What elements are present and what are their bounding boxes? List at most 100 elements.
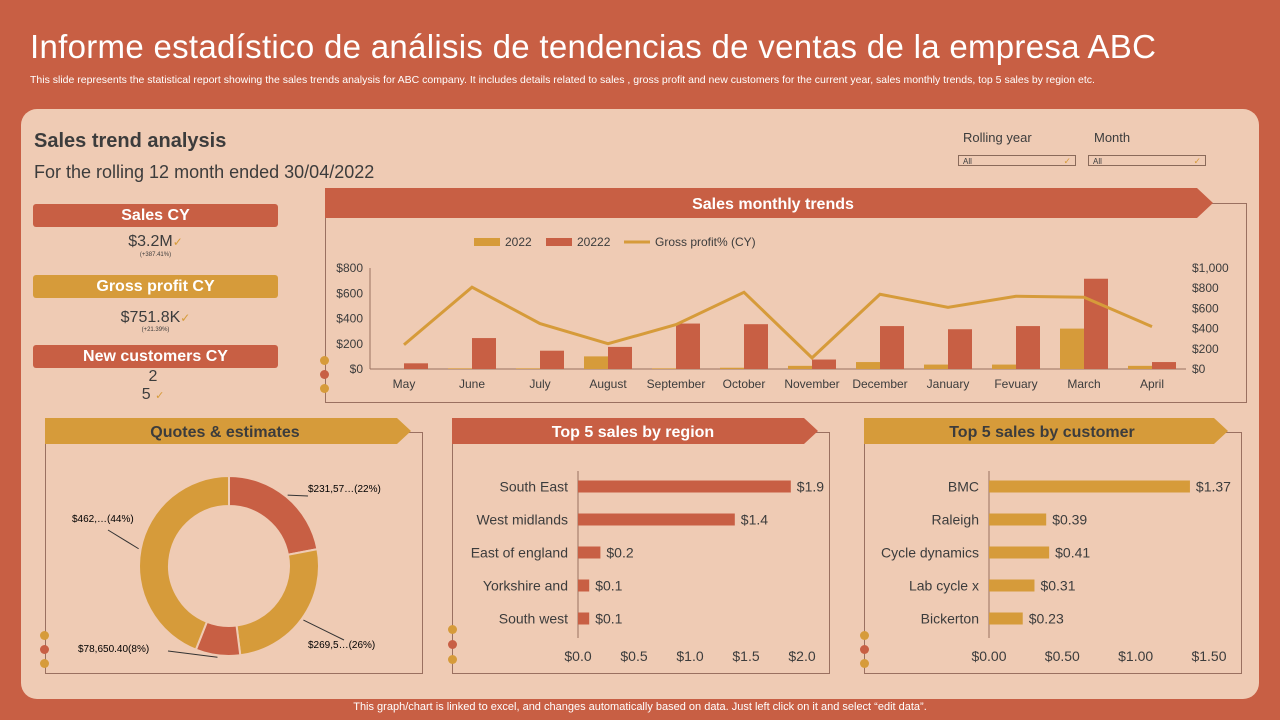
region-banner: Top 5 sales by region	[452, 418, 818, 444]
x-tick-label: $0.0	[564, 648, 591, 664]
category-label: Yorkshire and	[483, 578, 568, 594]
category-label: Raleigh	[932, 512, 979, 528]
donut-slice-label: $231,57…(22%)	[308, 484, 381, 495]
x-tick-label: $1.5	[732, 648, 759, 664]
value-label: $0.1	[595, 578, 622, 594]
kpi-profit-header: Gross profit CY	[33, 275, 278, 298]
x-tick-label: $0.5	[620, 648, 647, 664]
kpi-sales-value: $3.2M	[128, 233, 173, 250]
y2-tick-label: $600	[1192, 301, 1219, 315]
bar-20222	[1016, 326, 1040, 369]
donut-leader-line	[303, 619, 345, 641]
monthly-trends-banner: Sales monthly trends	[325, 188, 1213, 218]
x-tick-label: October	[723, 377, 766, 391]
y2-tick-label: $0	[1192, 362, 1206, 376]
sales-bar	[989, 513, 1047, 526]
sales-bar	[989, 579, 1035, 592]
customer-banner: Top 5 sales by customer	[864, 418, 1228, 444]
customer-title: Top 5 sales by customer	[949, 424, 1135, 441]
bar-20222	[880, 326, 904, 369]
check-icon: ✓	[180, 311, 191, 325]
bar-2022	[516, 368, 540, 369]
donut-slice-label: $462,…(44%)	[72, 514, 134, 525]
dashboard-heading: Sales trend analysis	[34, 130, 227, 152]
y-tick-label: $400	[336, 312, 363, 326]
kpi-customers-value-2: 5	[141, 386, 151, 403]
decor-dot	[860, 659, 869, 668]
decor-dot	[40, 645, 49, 654]
region-bar-chart: South East $1.9 West midlands $1.4 East of e…	[471, 471, 824, 664]
monthly-trends-title: Sales monthly trends	[692, 196, 854, 213]
x-tick-label: $1.50	[1191, 648, 1226, 664]
sales-bar	[989, 480, 1190, 493]
kpi-sales-header: Sales CY	[33, 204, 278, 227]
customer-bar-chart: BMC $1.37 Raleigh $0.39 Cycle dynamics $0.41 L…	[881, 471, 1231, 664]
bar-20222	[608, 346, 632, 369]
check-icon: ✓	[1193, 156, 1201, 166]
rolling-year-value: All	[963, 157, 972, 166]
legend-label: 20222	[577, 235, 611, 249]
legend-swatch	[546, 238, 572, 246]
x-tick-label: $2.0	[788, 648, 815, 664]
bar-20222	[812, 359, 836, 369]
y-tick-label: $600	[336, 286, 363, 300]
decor-dot	[40, 659, 49, 668]
decor-dot	[860, 645, 869, 654]
decor-dot	[40, 631, 49, 640]
slide-subtitle: This slide represents the statistical re…	[30, 74, 1095, 86]
y2-tick-label: $800	[1192, 281, 1219, 295]
x-tick-label: $0.00	[971, 648, 1006, 664]
quotes-title: Quotes & estimates	[150, 424, 299, 441]
rolling-year-label: Rolling year	[963, 130, 1032, 145]
x-tick-label: April	[1140, 377, 1164, 391]
rolling-year-select[interactable]: All ✓	[958, 155, 1076, 166]
category-label: Cycle dynamics	[881, 545, 979, 561]
bar-20222	[404, 363, 428, 369]
category-label: Lab cycle x	[909, 578, 979, 594]
value-label: $0.23	[1029, 611, 1064, 627]
bar-2022	[448, 368, 472, 369]
quotes-banner: Quotes & estimates	[45, 418, 411, 444]
kpi-sales-value-row: $3.2M✓	[33, 233, 278, 251]
donut-slice-label: $269,5…(26%)	[308, 640, 375, 651]
month-select[interactable]: All ✓	[1088, 155, 1206, 166]
donut-slice-label: $78,650.40(8%)	[78, 644, 149, 655]
x-tick-label: $1.00	[1118, 648, 1153, 664]
kpi-profit-change: (+21.39%)	[141, 327, 170, 333]
y2-tick-label: $1,000	[1192, 261, 1229, 275]
value-label: $0.41	[1055, 545, 1090, 561]
decor-dot	[860, 631, 869, 640]
bar-2022	[788, 365, 812, 369]
decor-dot	[448, 640, 457, 649]
category-label: Bickerton	[921, 611, 979, 627]
bar-20222	[744, 324, 768, 369]
bar-20222	[1084, 278, 1108, 369]
donut-slice	[235, 547, 320, 657]
donut-slice	[228, 474, 319, 556]
x-tick-label: November	[784, 377, 839, 391]
kpi-profit-value: $751.8K	[120, 309, 181, 326]
x-tick-label: $0.50	[1045, 648, 1080, 664]
kpi-sales-change: (+387.41%)	[139, 252, 172, 258]
sales-bar	[989, 612, 1023, 625]
category-label: West midlands	[476, 512, 568, 528]
donut-leader-line	[107, 529, 139, 550]
legend-label: 2022	[505, 235, 532, 249]
legend-label: Gross profit% (CY)	[655, 235, 756, 249]
month-value: All	[1093, 157, 1102, 166]
bar-20222	[472, 338, 496, 369]
x-tick-label: $1.0	[676, 648, 703, 664]
bar-20222	[948, 329, 972, 369]
value-label: $0.1	[595, 611, 622, 627]
check-icon: ✓	[1063, 156, 1071, 166]
bar-2022	[720, 367, 744, 369]
x-tick-label: May	[393, 377, 416, 391]
decor-dot	[448, 625, 457, 634]
kpi-customers-header: New customers CY	[33, 345, 278, 368]
value-label: $1.37	[1196, 479, 1231, 495]
y2-tick-label: $200	[1192, 342, 1219, 356]
category-label: South west	[499, 611, 568, 627]
bar-20222	[676, 323, 700, 369]
bar-2022	[992, 364, 1016, 369]
value-label: $1.4	[741, 512, 768, 528]
